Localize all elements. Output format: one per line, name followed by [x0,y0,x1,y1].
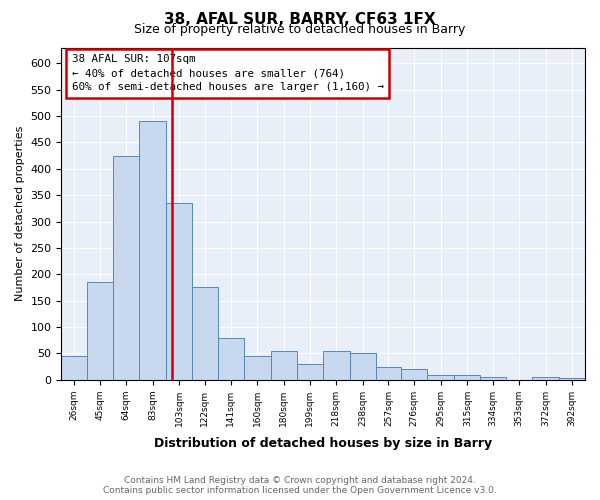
Text: 38 AFAL SUR: 107sqm
← 40% of detached houses are smaller (764)
60% of semi-detac: 38 AFAL SUR: 107sqm ← 40% of detached ho… [72,54,384,92]
Bar [87,282,113,380]
Text: Size of property relative to detached houses in Barry: Size of property relative to detached ho… [134,22,466,36]
Y-axis label: Number of detached properties: Number of detached properties [15,126,25,302]
Bar [218,338,244,380]
Bar [532,377,559,380]
Bar [271,351,296,380]
Text: 38, AFAL SUR, BARRY, CF63 1FX: 38, AFAL SUR, BARRY, CF63 1FX [164,12,436,28]
Bar [244,356,271,380]
Bar [427,374,454,380]
Bar [350,354,376,380]
X-axis label: Distribution of detached houses by size in Barry: Distribution of detached houses by size … [154,437,492,450]
Bar [61,356,87,380]
Bar [454,374,480,380]
Bar [113,156,139,380]
Bar [166,203,192,380]
Bar [559,378,585,380]
Bar [376,366,401,380]
Bar [480,377,506,380]
Bar [296,364,323,380]
Bar [401,369,427,380]
Bar [139,122,166,380]
Bar [323,351,350,380]
Text: Contains HM Land Registry data © Crown copyright and database right 2024.
Contai: Contains HM Land Registry data © Crown c… [103,476,497,495]
Bar [192,288,218,380]
